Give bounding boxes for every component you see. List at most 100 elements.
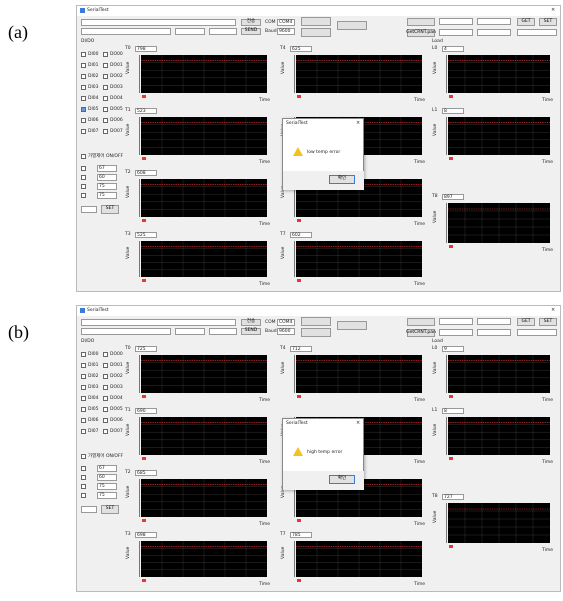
di-checkbox[interactable]: [81, 429, 86, 434]
set-button[interactable]: SET: [539, 18, 557, 26]
send-button[interactable]: 전송: [241, 319, 261, 326]
chart-name: L0: [432, 47, 437, 52]
legend-swatch: [449, 395, 453, 398]
button[interactable]: [337, 21, 367, 30]
field-checkbox[interactable]: [81, 466, 86, 471]
field-checkbox[interactable]: [81, 475, 86, 480]
field-checkbox[interactable]: [81, 166, 86, 171]
getcrnt-button[interactable]: GetCRNT.pan: [407, 329, 435, 337]
di-checkbox[interactable]: [81, 374, 86, 379]
di-checkbox[interactable]: [81, 52, 86, 57]
field-checkbox[interactable]: [81, 493, 86, 498]
send-button[interactable]: 전송: [241, 19, 261, 26]
get-button[interactable]: GET: [517, 318, 535, 326]
di-checkbox[interactable]: [81, 418, 86, 423]
plot-area: [141, 179, 267, 217]
do-checkbox[interactable]: [103, 352, 108, 357]
field-checkbox[interactable]: [81, 484, 86, 489]
do-label: DO04: [110, 97, 123, 102]
dialog-ok-button[interactable]: 확인: [329, 475, 355, 484]
plot-grid: [448, 417, 550, 455]
temp-header: 가열제어 ON/OFF: [88, 455, 123, 460]
close-icon: ×: [551, 308, 555, 313]
dialog-ok-button[interactable]: 확인: [329, 175, 355, 184]
plot-area: [448, 417, 550, 455]
axis-x-label: Time: [542, 99, 553, 104]
field-checkbox[interactable]: [81, 193, 86, 198]
temp-field[interactable]: 60: [97, 474, 117, 481]
temp-field[interactable]: 75: [97, 183, 117, 190]
getcrnt-button[interactable]: GetCRNT.pan: [407, 29, 435, 37]
temp-field[interactable]: 67: [97, 465, 117, 472]
temp-field[interactable]: 60: [97, 174, 117, 181]
button[interactable]: [301, 28, 331, 37]
do-checkbox[interactable]: [103, 74, 108, 79]
button[interactable]: [301, 17, 331, 26]
field-checkbox[interactable]: [81, 175, 86, 180]
di-checkbox[interactable]: [81, 129, 86, 134]
input-field: [81, 506, 97, 513]
set-button[interactable]: SET: [539, 318, 557, 326]
do-checkbox[interactable]: [103, 396, 108, 401]
baud-select[interactable]: 9600: [277, 328, 295, 335]
com-select[interactable]: COM4: [277, 19, 295, 26]
do-checkbox[interactable]: [103, 385, 108, 390]
temp-field[interactable]: 67: [97, 165, 117, 172]
temp-checkbox[interactable]: [81, 454, 86, 459]
temp-set-button[interactable]: SET: [101, 505, 119, 514]
temp-set-button[interactable]: SET: [101, 205, 119, 214]
send-button[interactable]: SEND: [241, 328, 261, 335]
do-checkbox[interactable]: [103, 129, 108, 134]
axis-x-label: Time: [414, 399, 425, 404]
send-button[interactable]: SEND: [241, 28, 261, 35]
button[interactable]: [301, 328, 331, 337]
button[interactable]: [407, 318, 435, 326]
do-checkbox[interactable]: [103, 63, 108, 68]
do-checkbox[interactable]: [103, 429, 108, 434]
do-checkbox[interactable]: [103, 118, 108, 123]
legend-swatch: [142, 157, 146, 160]
do-checkbox[interactable]: [103, 107, 108, 112]
chart-panel: L09ValueTime: [432, 346, 558, 406]
com-select[interactable]: COM4: [277, 319, 295, 326]
di-checkbox[interactable]: [81, 118, 86, 123]
do-label: DO05: [110, 108, 123, 113]
do-checkbox[interactable]: [103, 85, 108, 90]
get-button[interactable]: GET: [517, 18, 535, 26]
do-checkbox[interactable]: [103, 418, 108, 423]
do-checkbox[interactable]: [103, 374, 108, 379]
chart-value: 727: [442, 494, 464, 500]
di-label: DI06: [88, 419, 99, 424]
field-checkbox[interactable]: [81, 184, 86, 189]
figure: (a)SerialTest×전송SENDCOMCOM4Baud9600GETSE…: [0, 0, 563, 601]
button[interactable]: [407, 18, 435, 26]
temp-field[interactable]: 75: [97, 483, 117, 490]
button[interactable]: [301, 317, 331, 326]
do-checkbox[interactable]: [103, 96, 108, 101]
temp-field[interactable]: 75: [97, 192, 117, 199]
di-checkbox[interactable]: [81, 396, 86, 401]
di-checkbox[interactable]: [81, 363, 86, 368]
button[interactable]: [337, 321, 367, 330]
do-checkbox[interactable]: [103, 52, 108, 57]
di-checkbox[interactable]: [81, 407, 86, 412]
chart-panel: T8727ValueTime: [432, 494, 558, 556]
plot-area: [448, 117, 550, 155]
do-label: DO07: [110, 430, 123, 435]
di-checkbox[interactable]: [81, 74, 86, 79]
plot-area: [141, 479, 267, 517]
do-checkbox[interactable]: [103, 363, 108, 368]
di-checkbox[interactable]: [81, 85, 86, 90]
temp-field[interactable]: 75: [97, 492, 117, 499]
di-checkbox[interactable]: [81, 352, 86, 357]
do-checkbox[interactable]: [103, 407, 108, 412]
baud-select[interactable]: 9600: [277, 28, 295, 35]
panel-label: (b): [8, 322, 29, 343]
di-checkbox[interactable]: [81, 107, 86, 112]
axis-y-label: Value: [127, 362, 132, 374]
di-checkbox[interactable]: [81, 63, 86, 68]
di-checkbox[interactable]: [81, 96, 86, 101]
com-label: COM: [265, 21, 276, 26]
di-checkbox[interactable]: [81, 385, 86, 390]
temp-checkbox[interactable]: [81, 154, 86, 159]
